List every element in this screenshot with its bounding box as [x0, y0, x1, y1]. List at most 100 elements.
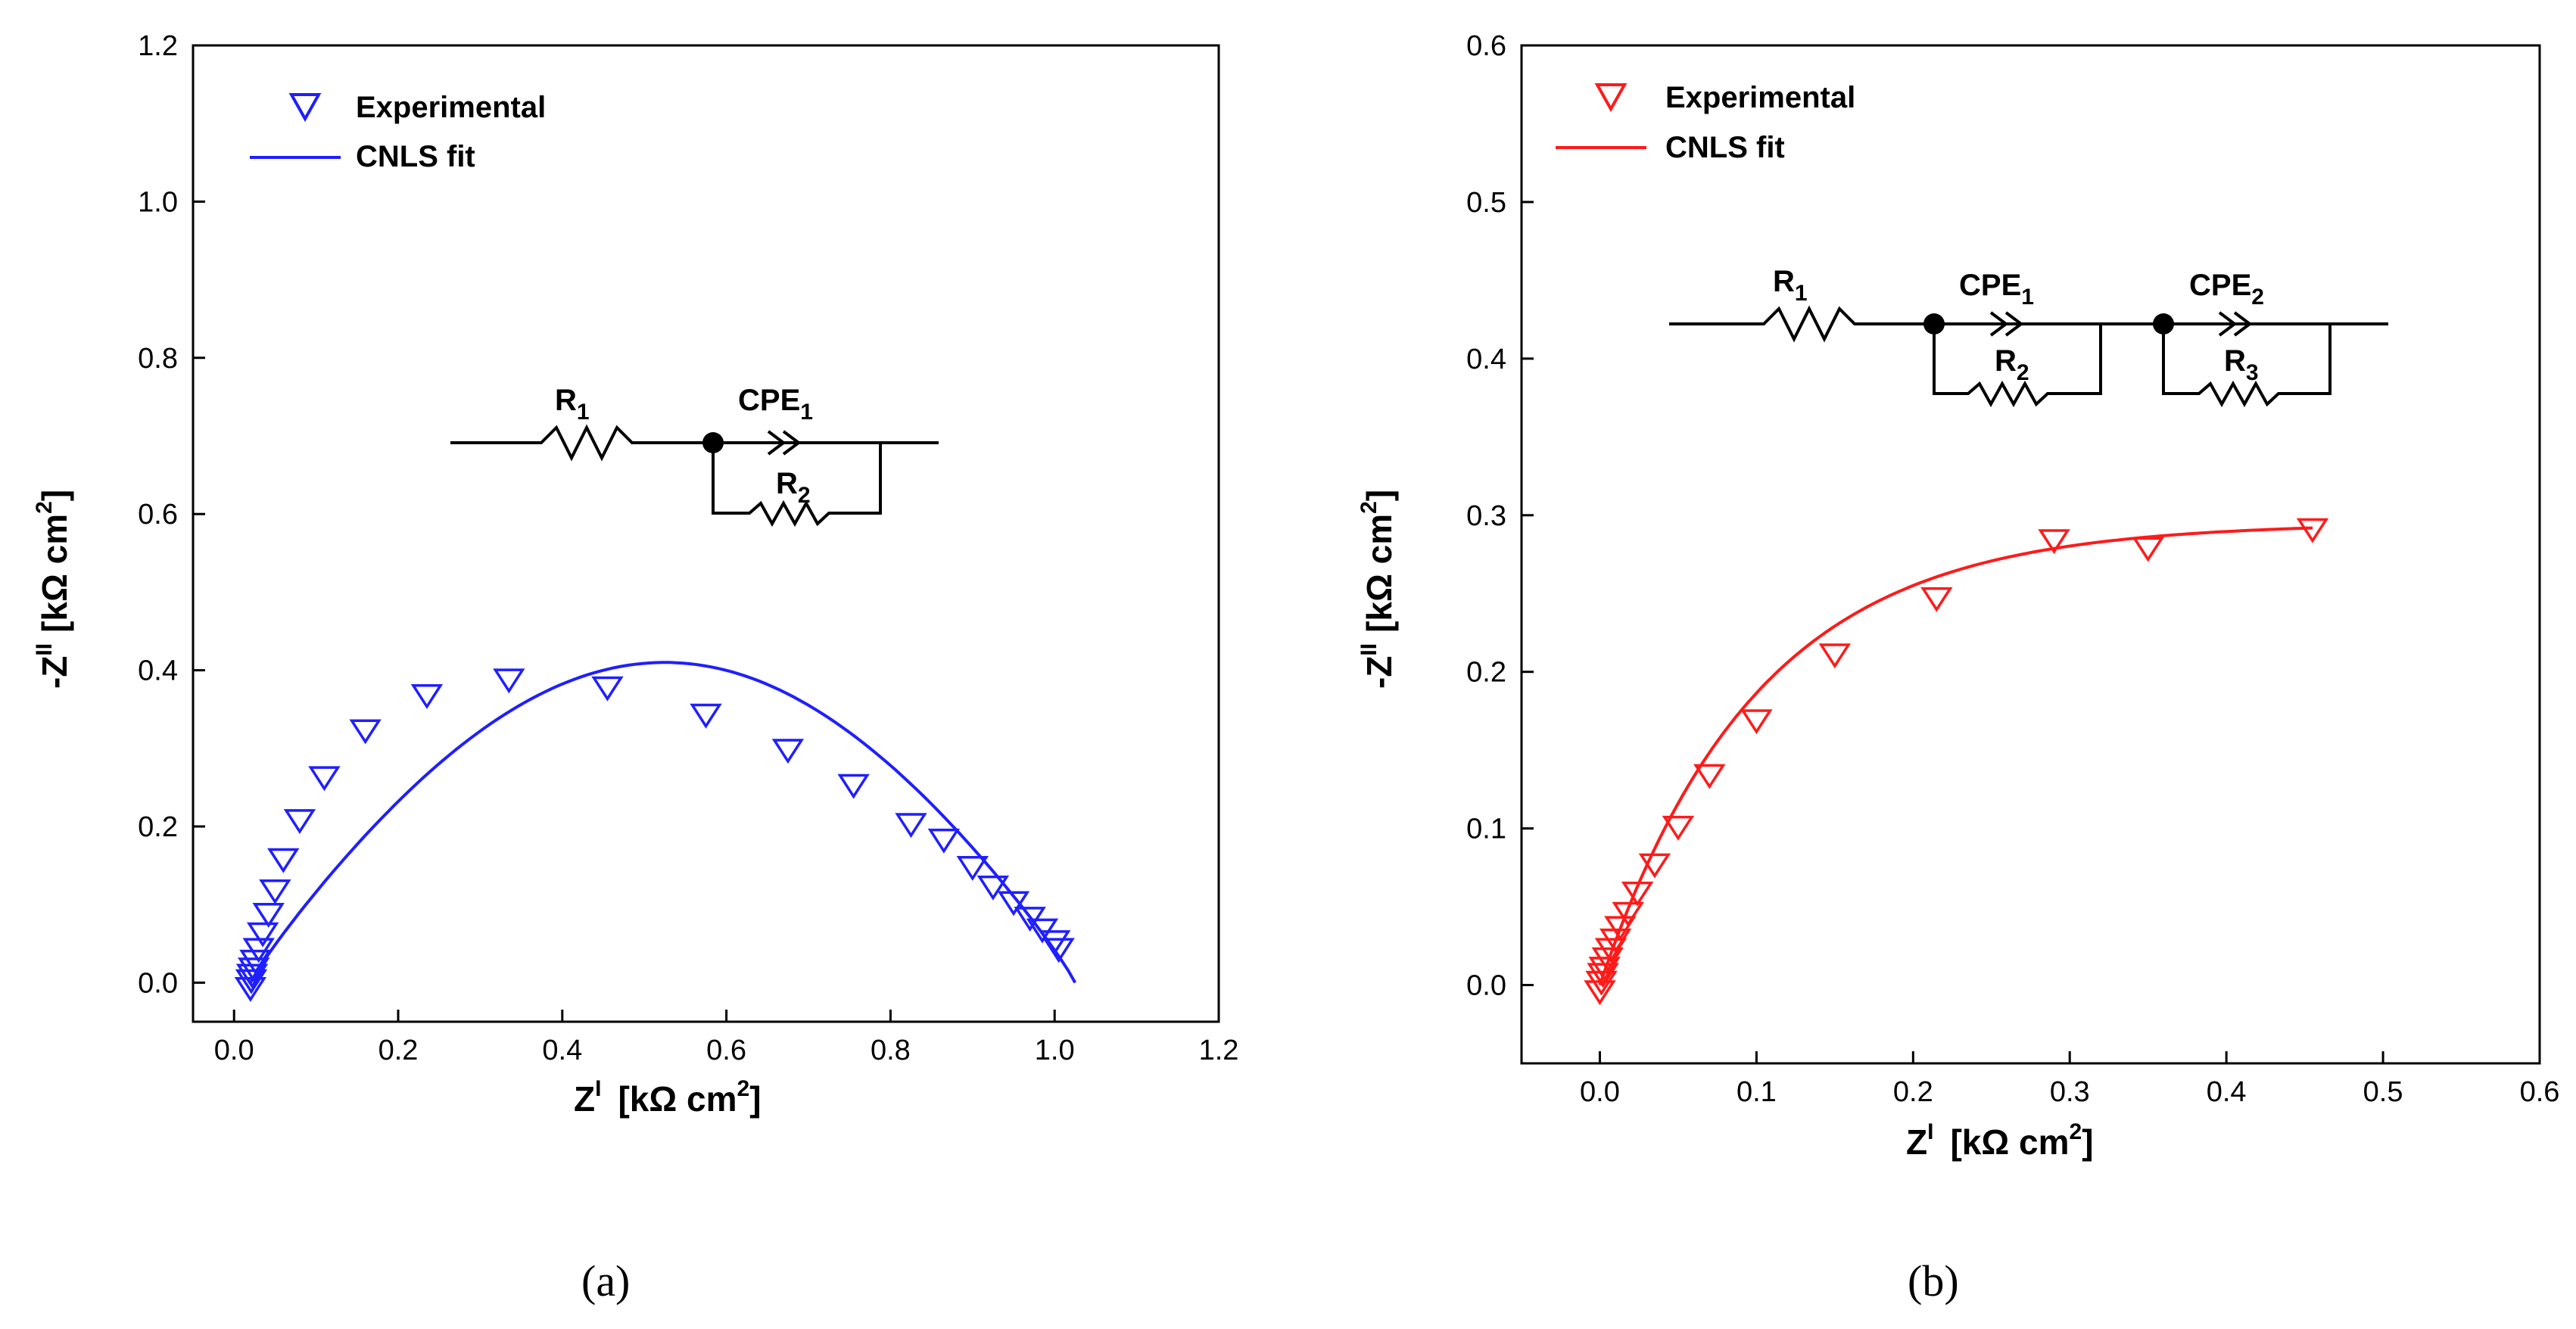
x-tick-label-a-6: 1.2 — [1199, 1035, 1239, 1066]
cpe-symbol-a — [767, 430, 802, 456]
data-point-a-20 — [927, 828, 961, 854]
panel-label-b: (b) — [1908, 1256, 1959, 1306]
data-point-a-10 — [283, 809, 316, 835]
circuit-label-r1-a: R1 — [555, 384, 590, 425]
panel-label-a: (a) — [581, 1256, 630, 1306]
data-points-b — [1584, 518, 2329, 1006]
data-point-a-12 — [349, 719, 382, 745]
legend-label-experimental-b: Experimental — [1665, 81, 1855, 114]
x-tick-label-b-6: 0.6 — [2520, 1076, 2560, 1108]
legend-b: Experimental CNLS fit — [1556, 81, 1855, 164]
cpe-symbol-b1 — [1989, 311, 2024, 337]
y-tick-label-b-0: 0.0 — [1466, 970, 1506, 1002]
data-point-b-10 — [1638, 853, 1671, 879]
legend-marker-experimental-a — [288, 93, 322, 123]
axis-ticks-b: 0.0 0.1 0.2 0.3 0.4 0.5 0.6 0.0 0.1 0.2 0.3 0.4 0.5 0… — [1466, 30, 2559, 1108]
x-tick-label-a-3: 0.6 — [706, 1035, 746, 1066]
legend-label-fit-a: CNLS fit — [356, 140, 475, 173]
data-points-a — [234, 668, 1075, 1002]
x-tick-label-a-1: 0.2 — [378, 1035, 419, 1066]
circuit-diagram-a: R1 CPE1 R2 — [450, 384, 939, 528]
y-tick-label-a-1: 0.2 — [138, 811, 178, 843]
y-tick-label-b-3: 0.3 — [1466, 500, 1506, 532]
data-point-b-16 — [2038, 529, 2070, 555]
data-point-a-6 — [246, 922, 279, 948]
data-point-a-9 — [267, 848, 300, 873]
y-tick-label-b-1: 0.1 — [1466, 814, 1506, 845]
x-tick-label-b-1: 0.1 — [1737, 1076, 1777, 1108]
x-tick-label-b-2: 0.2 — [1893, 1076, 1933, 1108]
data-point-b-7 — [1604, 916, 1637, 942]
circuit-parallel-b2 — [2162, 324, 2331, 408]
data-point-a-11 — [308, 766, 341, 792]
circuit-parallel-b1 — [1933, 324, 2102, 408]
y-tick-label-b-5: 0.5 — [1466, 187, 1506, 219]
x-tick-label-b-4: 0.4 — [2207, 1076, 2247, 1108]
data-point-a-0 — [234, 977, 267, 1002]
circuit-label-cpe2-b: CPE2 — [2189, 269, 2264, 310]
x-tick-label-a-4: 0.8 — [871, 1035, 911, 1066]
y-tick-label-a-3: 0.6 — [138, 499, 178, 531]
data-point-a-7 — [252, 902, 285, 928]
chart-panel-b: 0.0 0.1 0.2 0.3 0.4 0.5 0.6 0.0 0.1 0.2 0.3 0.4 0.5 0… — [1357, 30, 2559, 1306]
y-tick-label-b-2: 0.2 — [1466, 657, 1506, 689]
data-point-a-18 — [837, 773, 870, 799]
y-tick-label-b-4: 0.4 — [1466, 344, 1506, 375]
circuit-label-r1-b: R1 — [1773, 265, 1808, 306]
data-point-b-4 — [1591, 947, 1624, 973]
data-point-a-16 — [690, 703, 722, 729]
data-point-a-1 — [235, 969, 268, 994]
x-tick-label-a-2: 0.4 — [542, 1035, 582, 1066]
data-point-a-17 — [771, 739, 805, 764]
cpe-symbol-b2 — [2218, 311, 2253, 337]
data-point-a-19 — [895, 813, 927, 839]
data-point-a-14 — [493, 668, 525, 694]
circuit-wire-a — [450, 424, 939, 462]
x-tick-label-b-0: 0.0 — [1580, 1076, 1620, 1108]
data-point-b-14 — [1818, 643, 1852, 669]
legend-label-fit-b: CNLS fit — [1665, 131, 1785, 164]
data-point-a-3 — [238, 957, 270, 983]
x-axis-title-b: ZI [kΩ cm2] — [1906, 1119, 2094, 1162]
data-point-b-11 — [1662, 815, 1695, 841]
y-tick-label-a-6: 1.2 — [138, 30, 178, 62]
data-point-a-15 — [591, 676, 624, 702]
data-point-b-12 — [1693, 764, 1726, 789]
x-tick-label-b-3: 0.3 — [2050, 1076, 2090, 1108]
circuit-label-r2-b: R2 — [1995, 344, 2029, 385]
axis-ticks-a: 0.0 0.2 0.4 0.6 0.8 1.0 1.2 0.0 0.2 0.4 0.6 0.8 1.0 1… — [138, 30, 1238, 1066]
y-tick-label-a-0: 0.0 — [138, 967, 178, 999]
legend-label-experimental-a: Experimental — [356, 91, 546, 124]
chart-panel-a: 0.0 0.2 0.4 0.6 0.8 1.0 1.2 0.0 0.2 0.4 0.6 0.8 1.0 1… — [32, 30, 1238, 1306]
y-tick-label-a-2: 0.4 — [138, 655, 178, 687]
circuit-diagram-b: R1 CPE1 CPE2 R2 R3 — [1669, 265, 2388, 408]
fit-curve-b — [1598, 526, 2313, 986]
data-point-a-21 — [956, 856, 989, 881]
legend-a: Experimental CNLS fit — [250, 91, 546, 173]
data-point-b-18 — [2296, 518, 2329, 543]
data-point-a-13 — [410, 684, 444, 709]
data-point-b-15 — [1920, 587, 1953, 612]
circuit-label-cpe1-b: CPE1 — [1959, 269, 2034, 310]
plot-frame-a — [192, 44, 1220, 1023]
data-point-a-23 — [997, 891, 1030, 917]
x-tick-label-a-0: 0.0 — [214, 1035, 254, 1066]
y-tick-label-a-5: 1.0 — [138, 186, 178, 218]
data-point-b-8 — [1612, 901, 1644, 927]
data-point-a-8 — [259, 879, 291, 904]
circuit-parallel-a — [712, 443, 882, 528]
fit-curve-a — [249, 661, 1077, 984]
circuit-wire-b — [1669, 305, 2388, 343]
data-point-b-3 — [1588, 957, 1621, 982]
legend-marker-experimental-b — [1594, 83, 1628, 113]
data-point-b-13 — [1740, 709, 1773, 735]
circuit-label-cpe1-a: CPE1 — [738, 384, 813, 425]
plot-frame-b — [1520, 44, 2541, 1065]
data-point-a-22 — [977, 875, 1010, 901]
y-tick-label-b-6: 0.6 — [1466, 30, 1506, 62]
y-tick-label-a-4: 0.8 — [138, 343, 178, 375]
data-point-b-9 — [1621, 881, 1654, 907]
fit-line-b — [1598, 526, 2313, 986]
y-axis-title-a: -ZII[kΩ cm2] — [32, 490, 74, 689]
